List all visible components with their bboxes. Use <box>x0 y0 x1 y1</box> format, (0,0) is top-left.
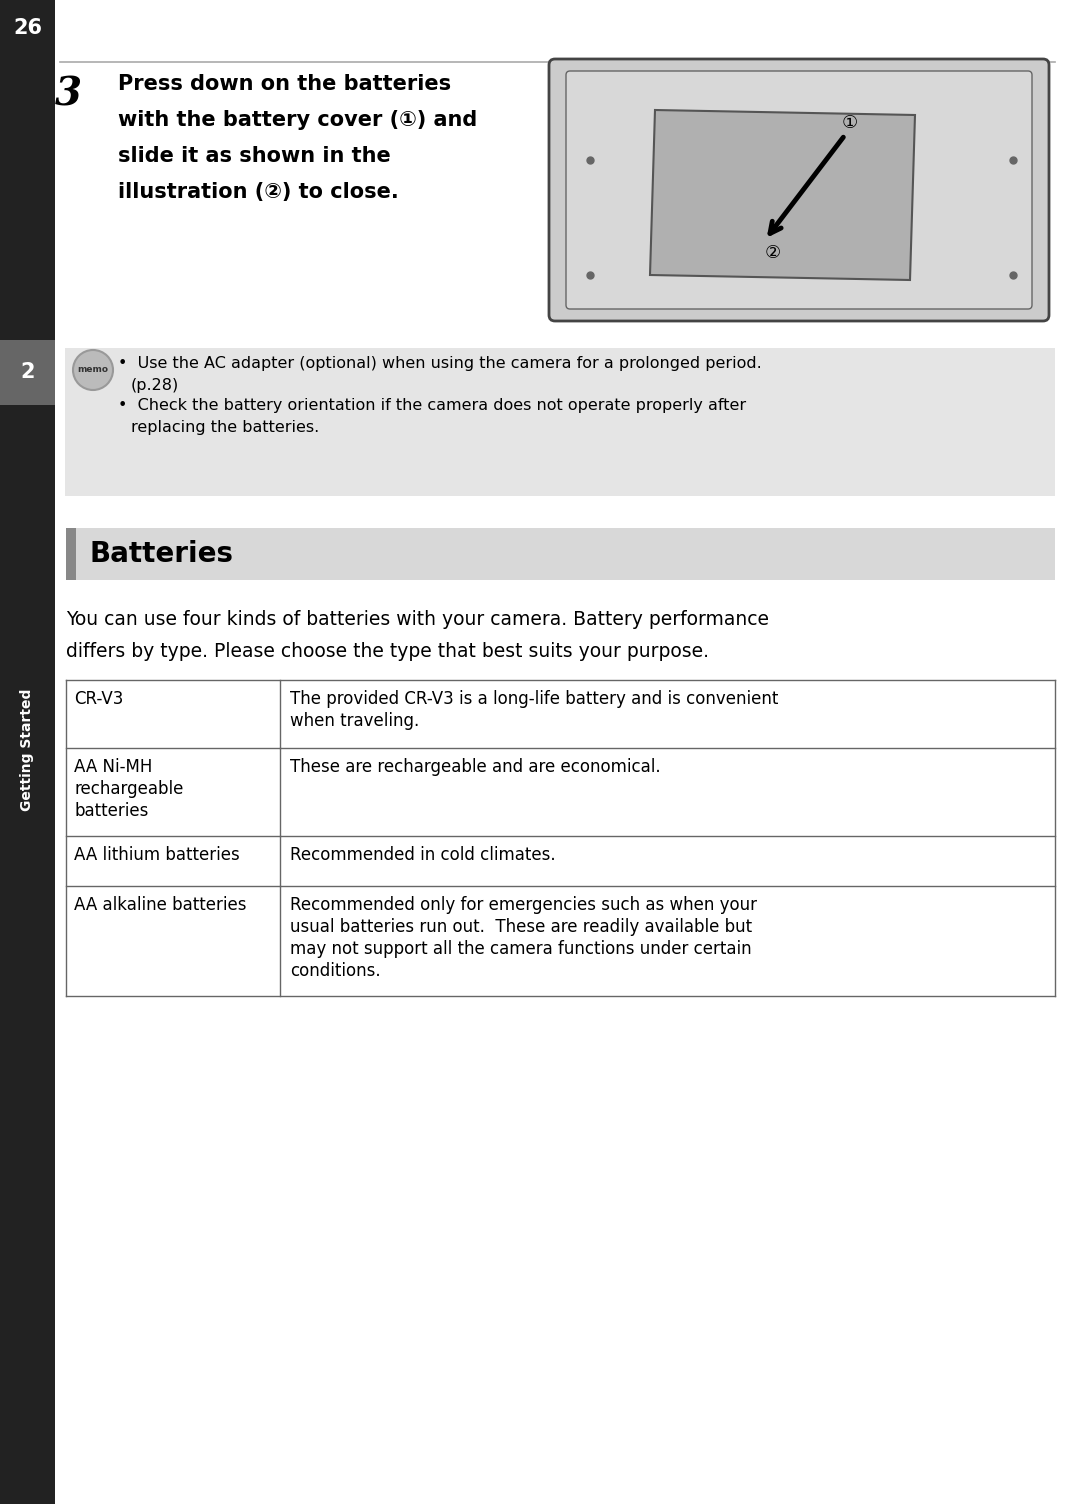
Text: batteries: batteries <box>75 802 148 820</box>
Text: ②: ② <box>765 244 781 262</box>
Text: slide it as shown in the: slide it as shown in the <box>118 146 391 165</box>
Bar <box>76 528 1055 581</box>
Bar <box>65 347 1055 496</box>
Text: illustration (②) to close.: illustration (②) to close. <box>118 182 399 202</box>
Text: Recommended only for emergencies such as when your: Recommended only for emergencies such as… <box>291 896 757 914</box>
Bar <box>0 0 55 1504</box>
Text: differs by type. Please choose the type that best suits your purpose.: differs by type. Please choose the type … <box>66 642 708 660</box>
Text: •  Check the battery orientation if the camera does not operate properly after: • Check the battery orientation if the c… <box>118 399 746 414</box>
Text: CR-V3: CR-V3 <box>75 690 123 708</box>
Text: 3: 3 <box>54 75 81 113</box>
Text: AA lithium batteries: AA lithium batteries <box>75 845 240 863</box>
Bar <box>66 528 76 581</box>
Text: memo: memo <box>78 365 108 374</box>
Bar <box>0 1420 55 1504</box>
Text: 2: 2 <box>21 362 35 382</box>
FancyBboxPatch shape <box>566 71 1032 308</box>
Text: Press down on the batteries: Press down on the batteries <box>118 74 451 93</box>
Text: The provided CR-V3 is a long-life battery and is convenient: The provided CR-V3 is a long-life batter… <box>291 690 779 708</box>
Bar <box>0 340 55 405</box>
Text: These are rechargeable and are economical.: These are rechargeable and are economica… <box>291 758 661 776</box>
Text: replacing the batteries.: replacing the batteries. <box>131 420 320 435</box>
Text: with the battery cover (①) and: with the battery cover (①) and <box>118 110 477 129</box>
Text: ①: ① <box>842 114 859 132</box>
Text: AA alkaline batteries: AA alkaline batteries <box>75 896 246 914</box>
Polygon shape <box>650 110 915 280</box>
Text: AA Ni-MH: AA Ni-MH <box>75 758 152 776</box>
Text: You can use four kinds of batteries with your camera. Battery performance: You can use four kinds of batteries with… <box>66 611 769 629</box>
Text: may not support all the camera functions under certain: may not support all the camera functions… <box>291 940 752 958</box>
Text: 26: 26 <box>13 18 42 38</box>
Text: •  Use the AC adapter (optional) when using the camera for a prolonged period.: • Use the AC adapter (optional) when usi… <box>118 356 761 371</box>
Text: Recommended in cold climates.: Recommended in cold climates. <box>291 845 555 863</box>
Text: Getting Started: Getting Started <box>21 689 35 811</box>
Text: (p.28): (p.28) <box>131 378 179 393</box>
Text: usual batteries run out.  These are readily available but: usual batteries run out. These are readi… <box>291 917 752 935</box>
Text: when traveling.: when traveling. <box>291 711 419 729</box>
Text: rechargeable: rechargeable <box>75 781 184 799</box>
Text: conditions.: conditions. <box>291 963 380 981</box>
Text: Batteries: Batteries <box>90 540 234 569</box>
FancyBboxPatch shape <box>549 59 1049 320</box>
Circle shape <box>73 350 113 390</box>
